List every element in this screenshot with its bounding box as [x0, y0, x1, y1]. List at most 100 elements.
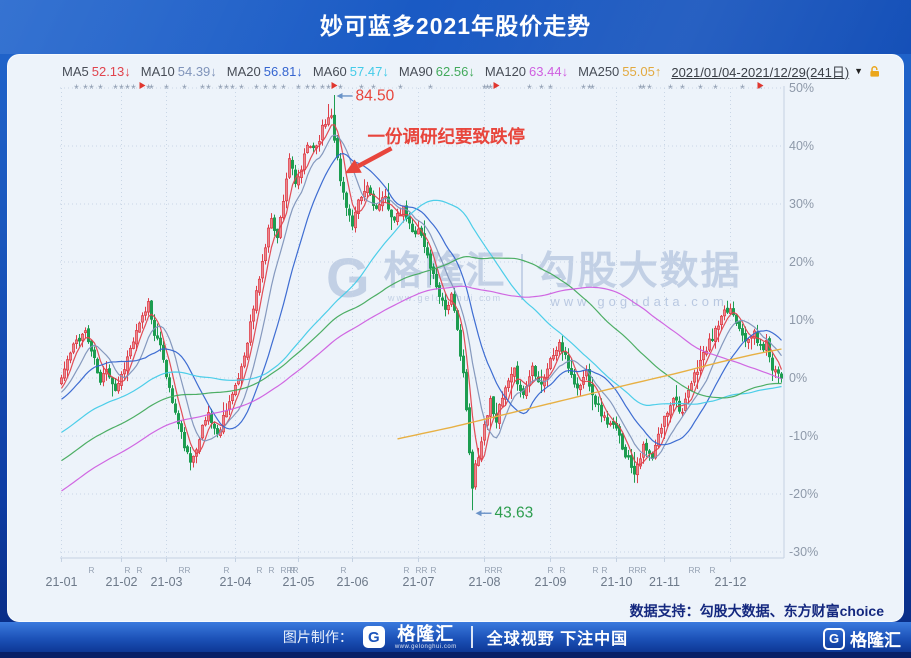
svg-text:*: *: [527, 82, 532, 96]
svg-text:R: R: [268, 565, 274, 575]
svg-text:*: *: [272, 82, 277, 96]
svg-text:*: *: [638, 82, 643, 96]
svg-text:*: *: [254, 82, 259, 96]
gelonghui-logo-icon: G: [326, 246, 370, 309]
chevron-down-icon[interactable]: ▼: [854, 66, 864, 76]
svg-text:*: *: [587, 82, 592, 96]
svg-text:21-01: 21-01: [46, 575, 78, 589]
svg-text:R: R: [286, 565, 292, 575]
svg-text:*: *: [119, 82, 124, 96]
svg-text:*: *: [641, 82, 646, 96]
svg-text:*: *: [338, 82, 343, 96]
svg-text:21-08: 21-08: [469, 575, 501, 589]
svg-text:*: *: [326, 82, 331, 96]
ma-legend-item-ma5: MA5 52.13↓: [62, 63, 131, 79]
svg-text:21-05: 21-05: [283, 575, 315, 589]
svg-text:*: *: [428, 82, 433, 96]
svg-text:21-10: 21-10: [601, 575, 633, 589]
watermark: G 格隆汇 www.gelonghui.com 勾股大数据 www.goguda…: [326, 246, 742, 310]
svg-text:*: *: [548, 82, 553, 96]
svg-text:R: R: [184, 565, 190, 575]
footer-slogan: 全球视野 下注中国: [486, 631, 629, 648]
event-markers: * * * * * * * * ** * * * * * * * * * * * * * * * * * * * * * * *** * * * * *…: [74, 82, 764, 575]
svg-text:*: *: [398, 82, 403, 96]
unlock-icon[interactable]: [868, 65, 881, 78]
svg-text:*: *: [371, 82, 376, 96]
svg-text:21-02: 21-02: [106, 575, 138, 589]
svg-text:*: *: [224, 82, 229, 96]
svg-text:*: *: [89, 82, 94, 96]
svg-text:R: R: [403, 565, 409, 575]
svg-text:*: *: [590, 82, 595, 96]
svg-text:*: *: [647, 82, 652, 96]
svg-text:30%: 30%: [789, 197, 814, 211]
svg-text:21-11: 21-11: [649, 575, 680, 589]
svg-text:*: *: [713, 82, 718, 96]
svg-text:*: *: [125, 82, 130, 96]
svg-text:*: *: [98, 82, 103, 96]
svg-text:R: R: [559, 565, 565, 575]
ma-legend: MA5 52.13↓ MA10 54.39↓ MA20 56.81↓ MA60 57.47↓ M…: [62, 62, 880, 80]
ma-legend-item-ma20: MA20 56.81↓: [226, 63, 303, 79]
svg-text:*: *: [698, 82, 703, 96]
svg-text:-30%: -30%: [789, 545, 818, 559]
date-range-selector[interactable]: 2021/01/04-2021/12/29(241日) ▼: [671, 62, 881, 81]
svg-text:84.50: 84.50: [356, 87, 395, 104]
svg-text:-10%: -10%: [789, 429, 818, 443]
ma-legend-item-ma90: MA90 62.56↓: [398, 63, 475, 79]
x-axis-labels: 21-01 21-02 21-03 21-04 21-05 21-06 21-07 21-08…: [46, 575, 747, 589]
svg-text:0%: 0%: [789, 371, 807, 385]
svg-text:21-09: 21-09: [535, 575, 567, 589]
svg-text:*: *: [218, 82, 223, 96]
gelonghui-logo-icon: G: [823, 627, 845, 650]
svg-text:21-03: 21-03: [151, 575, 183, 589]
svg-text:R: R: [640, 565, 646, 575]
ma-lines-layer: [60, 124, 783, 492]
ma-legend-item-ma120: MA120 63.44↓: [484, 63, 569, 79]
svg-text:R: R: [709, 565, 715, 575]
svg-text:10%: 10%: [789, 313, 814, 327]
svg-text:*: *: [320, 82, 325, 96]
svg-text:R: R: [340, 565, 346, 575]
svg-text:*: *: [539, 82, 544, 96]
svg-text:R: R: [415, 565, 421, 575]
svg-text:*: *: [263, 82, 268, 96]
svg-text:*: *: [239, 82, 244, 96]
svg-text:*: *: [758, 82, 763, 96]
y-axis-labels: 50% 40% 30% 20% 10% 0% -10% -20% -30%: [789, 81, 818, 559]
svg-text:43.63: 43.63: [495, 505, 534, 522]
footer-brand: 格隆汇 www.gelonghui.com: [394, 623, 457, 650]
svg-text:*: *: [131, 82, 136, 96]
svg-text:*: *: [230, 82, 235, 96]
svg-text:*: *: [311, 82, 316, 96]
svg-text:21-07: 21-07: [403, 575, 435, 589]
svg-text:*: *: [149, 82, 154, 96]
grid-layer: [60, 86, 785, 562]
footer-right-logo: G 格隆汇: [823, 626, 901, 651]
svg-text:一份调研纪要致跌停: 一份调研纪要致跌停: [368, 127, 526, 147]
watermark-site: 勾股大数据 www.gogudata.com: [536, 250, 742, 310]
svg-text:R: R: [694, 565, 700, 575]
svg-text:21-04: 21-04: [220, 575, 252, 589]
svg-text:*: *: [581, 82, 586, 96]
svg-text:R: R: [178, 565, 184, 575]
svg-text:R: R: [136, 565, 142, 575]
svg-text:*: *: [164, 82, 169, 96]
ma-legend-item-ma60: MA60 57.47↓: [312, 63, 389, 79]
svg-text:R: R: [484, 565, 490, 575]
svg-text:R: R: [292, 565, 298, 575]
svg-text:R: R: [430, 565, 436, 575]
svg-text:*: *: [305, 82, 310, 96]
svg-text:R: R: [688, 565, 694, 575]
svg-text:R: R: [634, 565, 640, 575]
date-range-label[interactable]: 2021/01/04-2021/12/29(241日): [671, 64, 850, 80]
ma-legend-item-ma250: MA250 55.05↑: [578, 63, 662, 79]
svg-text:*: *: [281, 82, 286, 96]
data-support-note: 数据支持：勾股大数据、东方财富choice: [629, 603, 884, 619]
svg-text:21-06: 21-06: [337, 575, 369, 589]
title-bar: 妙可蓝多2021年股价走势: [0, 0, 911, 54]
svg-text:*: *: [200, 82, 205, 96]
candles-layer: [60, 94, 784, 511]
